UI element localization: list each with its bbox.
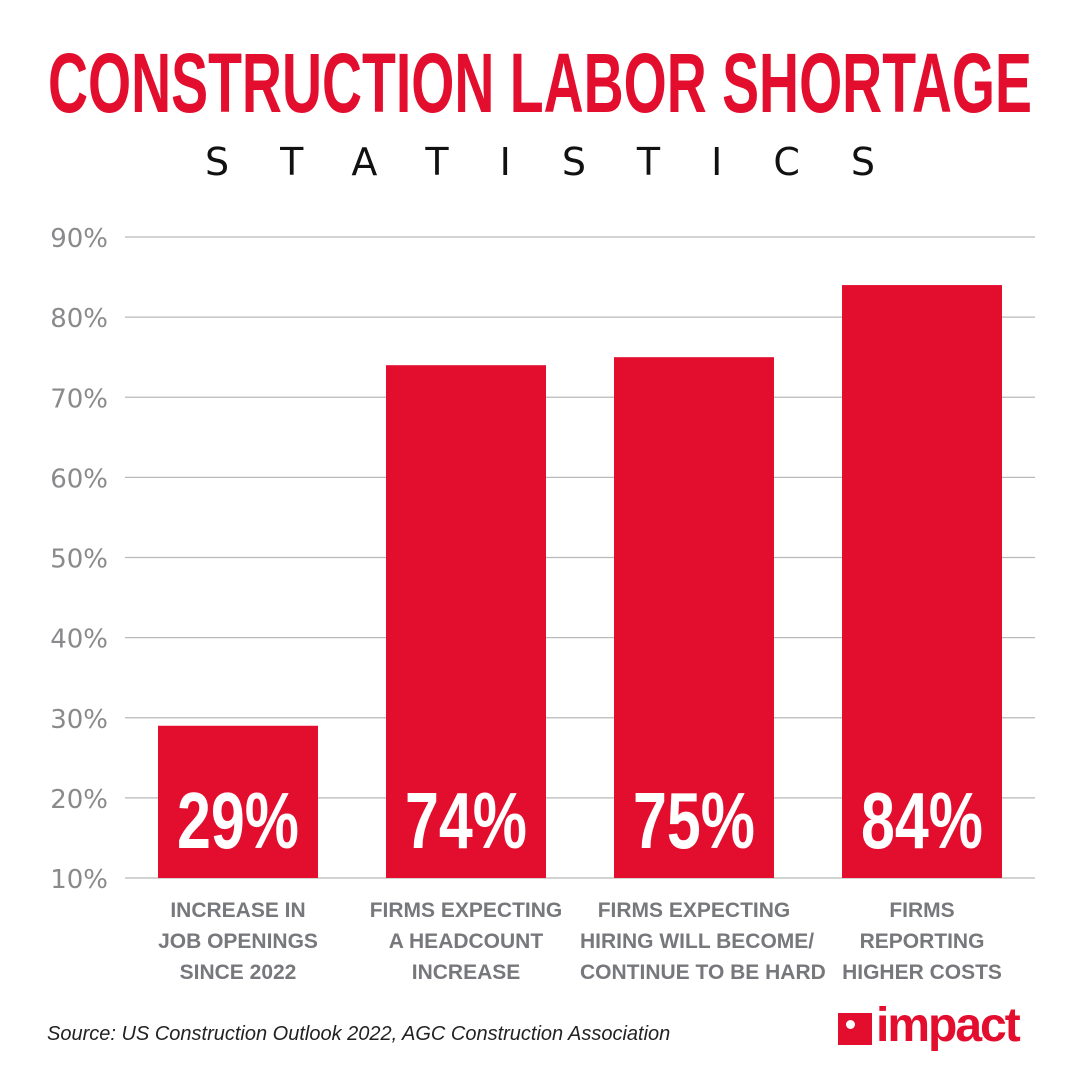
category-label: FIRMS REPORTING HIGHER COSTS — [808, 895, 1036, 988]
impact-logo: impact — [838, 999, 1021, 1052]
category-label: FIRMS EXPECTING HIRING WILL BECOME/CONTIN… — [580, 895, 826, 988]
y-tick-label: 40% — [50, 625, 108, 655]
y-tick-label: 60% — [50, 464, 108, 494]
category-label: INCREASE IN JOB OPENINGS SINCE 2022 — [124, 895, 352, 988]
y-tick-label: 70% — [50, 384, 108, 414]
source-note: Source: US Construction Outlook 2022, AG… — [47, 1023, 671, 1045]
bar — [614, 357, 774, 878]
category-label-line: FIRMS EXPECTING — [597, 899, 791, 922]
logo-mark-icon — [838, 1013, 872, 1045]
category-label-line: FIRMS — [889, 899, 955, 922]
bar-value-label: 29% — [177, 776, 299, 865]
category-label-line: INCREASE — [411, 961, 521, 984]
category-label-line: FIRMS EXPECTING — [369, 899, 563, 922]
y-tick-label: 20% — [50, 785, 108, 815]
y-tick-label: 50% — [50, 545, 108, 575]
y-tick-label: 80% — [50, 304, 108, 334]
category-label-line: HIRING WILL BECOME/ — [580, 930, 815, 953]
bar-value-label: 84% — [861, 776, 983, 865]
category-label-line: SINCE 2022 — [179, 961, 297, 984]
category-label-line: HIGHER COSTS — [842, 961, 1002, 984]
category-label-line: INCREASE IN — [170, 899, 306, 922]
chart-title: CONSTRUCTION LABOR SHORTAGE — [48, 36, 1032, 130]
category-label-line: JOB OPENINGS — [158, 930, 318, 953]
bar-value-label: 74% — [405, 776, 527, 865]
bar-value-label: 75% — [633, 776, 755, 865]
category-label-line: REPORTING — [859, 930, 985, 953]
category-label: FIRMS EXPECTING A HEADCOUNT INCREASE — [352, 895, 580, 988]
logo-text: impact — [876, 999, 1021, 1052]
bar — [842, 285, 1002, 878]
bar — [386, 365, 546, 878]
y-tick-label: 90% — [50, 224, 108, 254]
chart-subtitle: STATISTICS — [204, 140, 927, 184]
bar — [158, 725, 318, 878]
y-tick-label: 10% — [50, 865, 108, 895]
y-tick-label: 30% — [50, 705, 108, 735]
category-label-line: A HEADCOUNT — [388, 930, 544, 953]
category-label-line: CONTINUE TO BE HARD — [580, 961, 826, 984]
